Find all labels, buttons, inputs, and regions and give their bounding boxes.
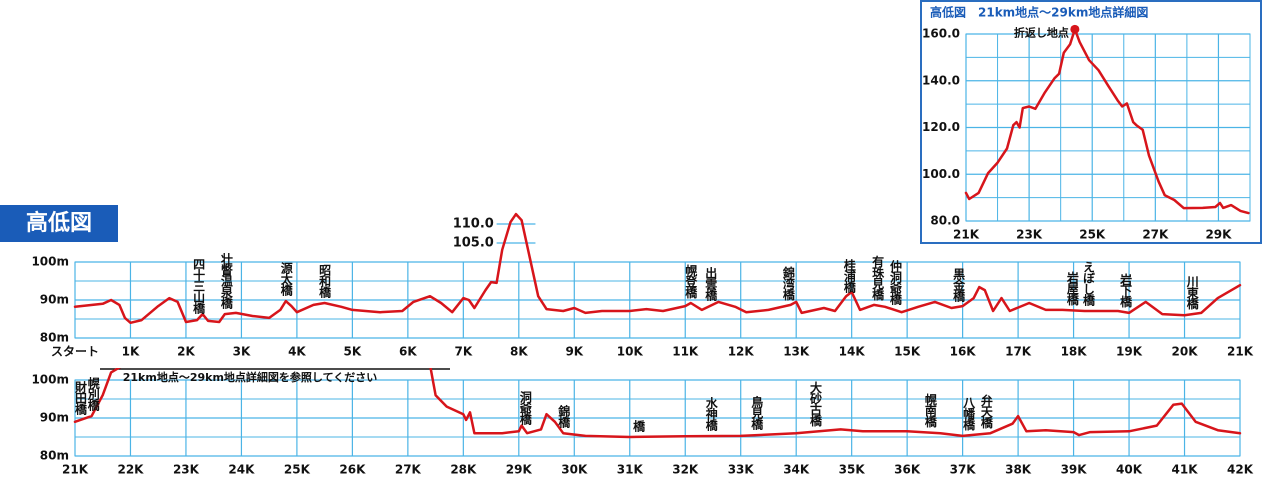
x-tick-label: 33K (728, 463, 755, 477)
y-tick-label: 100.0 (922, 167, 960, 181)
x-tick-label: 19K (1116, 345, 1143, 359)
x-tick-label: 42K (1227, 463, 1254, 477)
note: 21km地点～29km地点詳細図を参照してください (123, 370, 378, 384)
x-tick-label: 14K (839, 345, 866, 359)
x-tick-label: スタート (51, 345, 99, 359)
x-tick-label: 30K (561, 463, 588, 477)
landmark-label: 岩下橋 (1119, 272, 1133, 308)
x-tick-label: 36K (894, 463, 921, 477)
x-tick-label: 18K (1061, 345, 1088, 359)
x-tick-label: 27K (1142, 228, 1169, 242)
x-tick-label: 26K (339, 463, 366, 477)
x-tick-label: 24K (228, 463, 255, 477)
landmark-label: 弁天橋 (979, 393, 993, 429)
x-tick-label: 27K (395, 463, 422, 477)
x-tick-label: 21K (1227, 345, 1254, 359)
x-tick-label: 41K (1172, 463, 1199, 477)
turnaround-point (1070, 24, 1080, 34)
landmark-label: 幌南橋 (923, 392, 937, 428)
x-tick-label: 32K (672, 463, 699, 477)
elevation-line (73, 368, 1242, 439)
x-tick-label: 17K (1005, 345, 1032, 359)
x-tick-label: 7K (455, 345, 473, 359)
x-tick-label: 16K (950, 345, 977, 359)
x-tick-label: 25K (1079, 228, 1106, 242)
x-tick-label: 21K (62, 463, 89, 477)
peak-tick-label: 110.0 (453, 217, 494, 232)
y-tick-label: 160.0 (922, 27, 960, 41)
annotation-label: 折返し地点 (1014, 25, 1069, 39)
x-tick-label: 29K (506, 463, 533, 477)
x-tick-label: 38K (1005, 463, 1032, 477)
landmark-label: 桂浦橋 (842, 258, 856, 294)
x-tick-label: 1K (122, 345, 140, 359)
inset-title: 高低図 21km地点～29km地点詳細図 (930, 5, 1148, 20)
x-tick-label: 21K (953, 228, 980, 242)
landmark-label: 岩屋橋 (1065, 270, 1079, 306)
x-tick-label: 9K (565, 345, 583, 359)
landmark-label: 仲洞爺橋 (888, 259, 902, 306)
x-tick-label: 22K (117, 463, 144, 477)
landmark-label: 錦橋 (557, 404, 571, 429)
y-tick-label: 80m (40, 449, 69, 463)
x-tick-label: 2K (177, 345, 195, 359)
x-tick-label: 6K (399, 345, 417, 359)
x-tick-label: 20K (1172, 345, 1199, 359)
x-tick-label: 28K (450, 463, 477, 477)
x-tick-label: 35K (839, 463, 866, 477)
page-title: 高低図 (26, 210, 92, 236)
landmark-label: えぼし橋 (1081, 261, 1095, 307)
x-tick-label: 4K (288, 345, 306, 359)
y-tick-label: 100m (31, 255, 69, 269)
x-tick-label: 11K (672, 345, 699, 359)
y-tick-label: 80.0 (930, 214, 960, 228)
landmark-label: 四十三山橋 (192, 257, 206, 314)
x-tick-label: 5K (344, 345, 362, 359)
landmark-label: 財田橋 (73, 380, 87, 416)
x-tick-label: 3K (233, 345, 251, 359)
landmark-label: 錦湾橋 (781, 265, 795, 301)
x-tick-label: 13K (783, 345, 810, 359)
x-tick-label: 40K (1116, 463, 1143, 477)
x-tick-label: 12K (728, 345, 755, 359)
x-tick-label: 37K (950, 463, 977, 477)
x-tick-label: 39K (1061, 463, 1088, 477)
landmark-label: 八幡橋 (962, 396, 976, 431)
landmark-label: 壮瞥温泉橋 (219, 252, 233, 310)
landmark-label: 有珠見橋 (871, 254, 885, 301)
y-tick-label: 90m (40, 293, 69, 307)
landmark-label: 鳥見橋 (750, 395, 764, 431)
x-tick-label: 23K (1016, 228, 1043, 242)
landmark-label: 幌別橋 (86, 376, 100, 412)
landmark-label: 洞爺橋 (518, 391, 532, 426)
x-tick-label: 29K (1205, 228, 1232, 242)
title-badge (0, 205, 118, 242)
y-tick-label: 90m (40, 411, 69, 425)
landmark-label: 大砂古橋 (809, 380, 823, 427)
elevation-line (73, 212, 1242, 325)
x-tick-label: 23K (173, 463, 200, 477)
y-tick-label: 140.0 (922, 73, 960, 87)
x-tick-label: 15K (894, 345, 921, 359)
landmark-label: 幌登橋 (684, 263, 698, 299)
landmark-label: 源太橋 (279, 261, 293, 297)
landmark-label: 黒金橋 (952, 267, 966, 302)
y-tick-label: 100m (31, 373, 69, 387)
landmark-label: 橋 (632, 418, 646, 432)
peak-tick-label: 105.0 (453, 236, 494, 251)
x-tick-label: 8K (510, 345, 528, 359)
landmark-label: 水神橋 (704, 396, 718, 432)
elevation-line (964, 28, 1250, 215)
x-tick-label: 10K (617, 345, 644, 359)
y-tick-label: 80m (40, 331, 69, 345)
x-tick-label: 31K (617, 463, 644, 477)
landmark-label: 出雲橋 (704, 265, 718, 301)
x-tick-label: 34K (783, 463, 810, 477)
x-tick-label: 25K (284, 463, 311, 477)
landmark-label: 川東橋 (1185, 275, 1199, 310)
landmark-label: 昭和橋 (318, 264, 332, 299)
y-tick-label: 120.0 (922, 120, 960, 134)
